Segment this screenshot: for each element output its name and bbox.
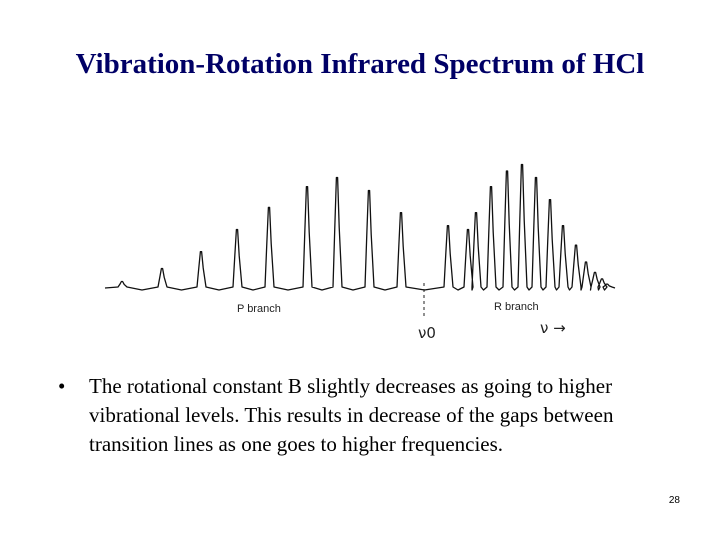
bullet-text: The rotational constant B slightly decre… [89, 374, 614, 456]
frequency-arrow-label: ν → [540, 319, 566, 337]
ir-spectrum-figure: P branch R branch ν0 ν → [104, 163, 616, 342]
nu0-label: ν0 [418, 324, 436, 342]
slide-number: 28 [668, 495, 680, 506]
spectrum-trace [104, 163, 616, 291]
slide-title: Vibration-Rotation Infrared Spectrum of … [75, 48, 645, 80]
bullet-marker: • [58, 374, 66, 398]
bullet-point: • The rotational constant B slightly dec… [58, 372, 658, 459]
r-branch-label: R branch [494, 301, 539, 313]
p-branch-label: P branch [237, 303, 281, 315]
